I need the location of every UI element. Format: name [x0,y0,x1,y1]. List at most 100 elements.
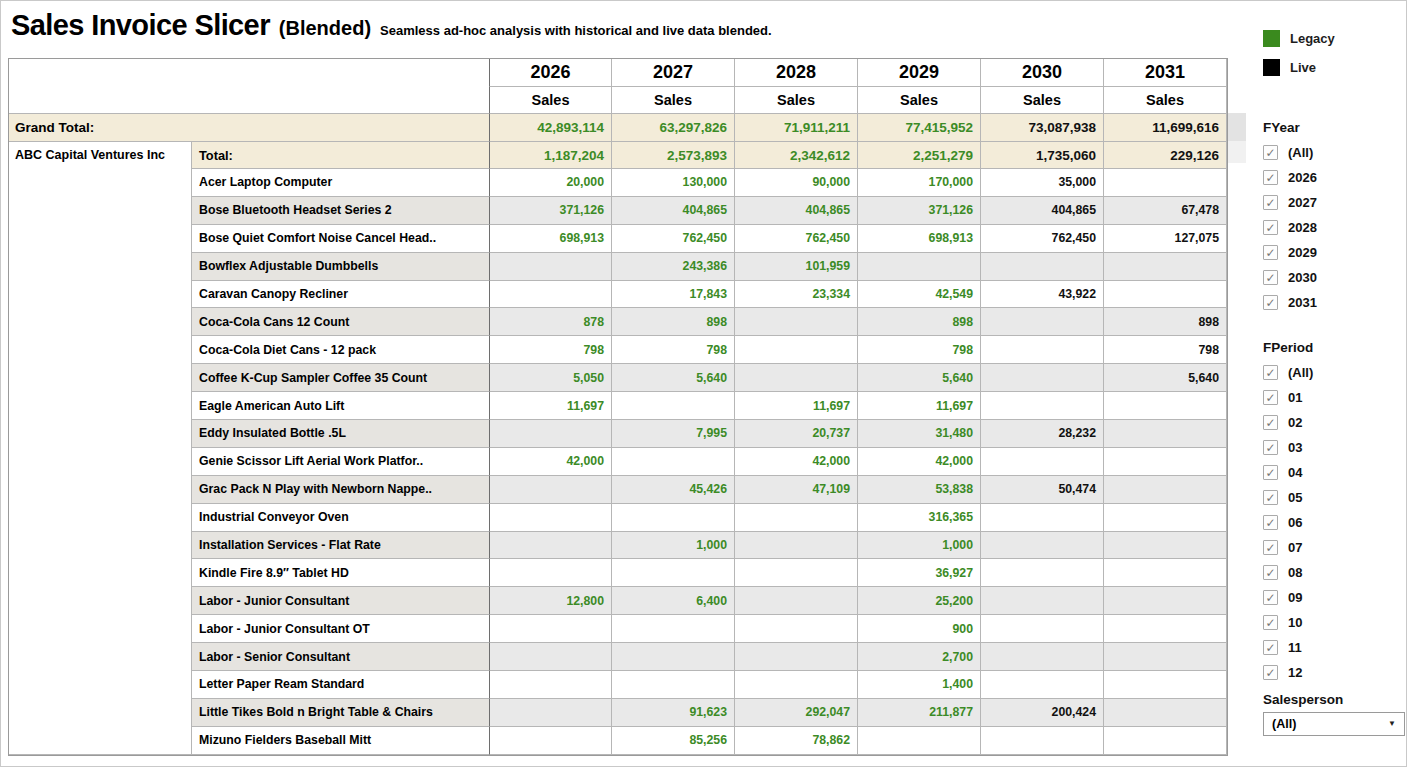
checkbox-checked-icon[interactable]: ✓ [1263,590,1278,605]
sales-value-cell[interactable] [1104,532,1227,560]
item-label-cell[interactable]: Coffee K-Cup Sampler Coffee 35 Count [192,364,489,392]
item-label-cell[interactable]: Letter Paper Ream Standard [192,671,489,699]
sales-value-cell[interactable]: 404,865 [981,197,1104,225]
filter-option[interactable]: ✓2031 [1263,290,1317,315]
checkbox-checked-icon[interactable]: ✓ [1263,490,1278,505]
checkbox-checked-icon[interactable]: ✓ [1263,390,1278,405]
sales-value-cell[interactable]: 898 [858,308,981,336]
sales-value-cell[interactable] [1104,727,1227,755]
year-header-cell[interactable]: 2028 [735,59,858,87]
sales-value-cell[interactable] [1104,420,1227,448]
filter-option[interactable]: ✓08 [1263,560,1313,585]
sales-value-cell[interactable] [612,615,735,643]
grand-total-value-cell[interactable]: 11,699,616 [1104,114,1227,142]
measure-header-cell[interactable]: Sales [735,87,858,114]
year-header-cell[interactable]: 2031 [1104,59,1227,87]
sales-value-cell[interactable] [612,504,735,532]
sales-value-cell[interactable]: 200,424 [981,699,1104,727]
sales-value-cell[interactable] [489,504,612,532]
sales-value-cell[interactable]: 78,862 [735,727,858,755]
filter-option[interactable]: ✓2029 [1263,240,1317,265]
year-header-cell[interactable]: 2026 [489,59,612,87]
sales-value-cell[interactable]: 1,000 [858,532,981,560]
filter-option[interactable]: ✓03 [1263,435,1313,460]
checkbox-checked-icon[interactable]: ✓ [1263,440,1278,455]
checkbox-checked-icon[interactable]: ✓ [1263,465,1278,480]
item-label-cell[interactable]: Eagle American Auto Lift [192,392,489,420]
sales-value-cell[interactable] [489,699,612,727]
item-label-cell[interactable]: Mizuno Fielders Baseball Mitt [192,727,489,755]
sales-value-cell[interactable] [489,253,612,281]
item-label-cell[interactable]: Bose Quiet Comfort Noise Cancel Head.. [192,225,489,253]
sales-value-cell[interactable] [489,420,612,448]
sales-value-cell[interactable]: 11,697 [735,392,858,420]
filter-option[interactable]: ✓04 [1263,460,1313,485]
sales-value-cell[interactable]: 798 [612,336,735,364]
sales-value-cell[interactable] [489,476,612,504]
sales-value-cell[interactable]: 31,480 [858,420,981,448]
sales-value-cell[interactable] [612,392,735,420]
sales-value-cell[interactable]: 42,000 [858,448,981,476]
sales-value-cell[interactable]: 898 [612,308,735,336]
sales-value-cell[interactable] [1104,699,1227,727]
grand-total-value-cell[interactable]: 42,893,114 [489,114,612,142]
sales-value-cell[interactable] [1104,392,1227,420]
sales-value-cell[interactable]: 211,877 [858,699,981,727]
legend-item[interactable]: Live [1263,58,1335,76]
sales-value-cell[interactable] [981,559,1104,587]
sales-value-cell[interactable]: 35,000 [981,169,1104,197]
total-row-label[interactable]: Total: [192,142,489,169]
checkbox-checked-icon[interactable]: ✓ [1263,245,1278,260]
item-label-cell[interactable]: Coca-Cola Cans 12 Count [192,308,489,336]
item-label-cell[interactable]: Labor - Senior Consultant [192,643,489,671]
sales-value-cell[interactable]: 45,426 [612,476,735,504]
sales-value-cell[interactable] [981,587,1104,615]
sales-value-cell[interactable] [612,643,735,671]
sales-value-cell[interactable]: 90,000 [735,169,858,197]
sales-value-cell[interactable] [1104,587,1227,615]
sales-value-cell[interactable] [735,587,858,615]
sales-value-cell[interactable]: 11,697 [489,392,612,420]
sales-value-cell[interactable]: 12,800 [489,587,612,615]
grand-total-value-cell[interactable]: 77,415,952 [858,114,981,142]
grand-total-row-label[interactable]: Grand Total: [9,114,489,142]
filter-option[interactable]: ✓2026 [1263,165,1317,190]
sales-value-cell[interactable]: 5,640 [858,364,981,392]
total-value-cell[interactable]: 1,187,204 [489,142,612,169]
sales-value-cell[interactable] [1104,559,1227,587]
checkbox-checked-icon[interactable]: ✓ [1263,415,1278,430]
sales-value-cell[interactable]: 762,450 [735,225,858,253]
total-value-cell[interactable]: 229,126 [1104,142,1227,169]
item-label-cell[interactable]: Genie Scissor Lift Aerial Work Platfor.. [192,448,489,476]
sales-value-cell[interactable]: 6,400 [612,587,735,615]
sales-value-cell[interactable] [735,532,858,560]
sales-value-cell[interactable] [981,392,1104,420]
measure-header-cell[interactable]: Sales [489,87,612,114]
sales-value-cell[interactable] [981,364,1104,392]
sales-value-cell[interactable] [735,615,858,643]
sales-value-cell[interactable] [735,364,858,392]
measure-header-cell[interactable]: Sales [858,87,981,114]
sales-value-cell[interactable]: 698,913 [489,225,612,253]
sales-value-cell[interactable]: 42,000 [489,448,612,476]
checkbox-checked-icon[interactable]: ✓ [1263,615,1278,630]
sales-value-cell[interactable]: 42,549 [858,281,981,309]
item-label-cell[interactable]: Installation Services - Flat Rate [192,532,489,560]
sales-value-cell[interactable] [1104,253,1227,281]
sales-value-cell[interactable]: 25,200 [858,587,981,615]
legend-item[interactable]: Legacy [1263,29,1335,47]
sales-value-cell[interactable]: 127,075 [1104,225,1227,253]
checkbox-checked-icon[interactable]: ✓ [1263,565,1278,580]
sales-value-cell[interactable]: 762,450 [612,225,735,253]
sales-value-cell[interactable] [981,253,1104,281]
sales-value-cell[interactable]: 5,640 [612,364,735,392]
grand-total-value-cell[interactable]: 71,911,211 [735,114,858,142]
sales-value-cell[interactable] [1104,281,1227,309]
filter-option[interactable]: ✓05 [1263,485,1313,510]
sales-value-cell[interactable]: 47,109 [735,476,858,504]
sales-value-cell[interactable]: 404,865 [612,197,735,225]
sales-value-cell[interactable]: 7,995 [612,420,735,448]
item-label-cell[interactable]: Kindle Fire 8.9″ Tablet HD [192,559,489,587]
total-value-cell[interactable]: 2,342,612 [735,142,858,169]
sales-value-cell[interactable]: 11,697 [858,392,981,420]
